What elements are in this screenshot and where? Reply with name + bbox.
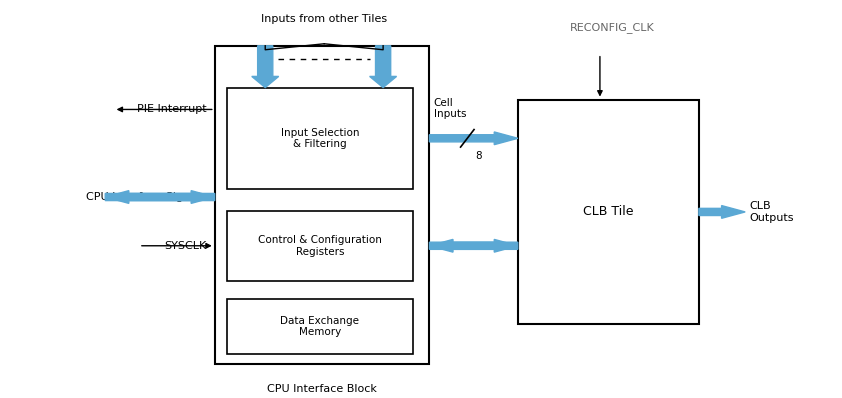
Text: SYSCLK: SYSCLK bbox=[164, 241, 206, 251]
FancyArrow shape bbox=[105, 191, 215, 203]
Text: Data Exchange
Memory: Data Exchange Memory bbox=[280, 316, 360, 337]
Bar bbox=[518, 100, 699, 324]
FancyArrow shape bbox=[429, 240, 518, 252]
Bar bbox=[215, 46, 429, 364]
FancyArrow shape bbox=[429, 240, 518, 252]
Bar bbox=[227, 211, 413, 281]
FancyArrow shape bbox=[370, 46, 397, 88]
Bar bbox=[227, 298, 413, 354]
Text: Inputs from other Tiles: Inputs from other Tiles bbox=[261, 14, 387, 24]
Text: PIE Interrupt: PIE Interrupt bbox=[136, 104, 206, 115]
FancyArrow shape bbox=[105, 191, 215, 203]
Text: Input Selection
& Filtering: Input Selection & Filtering bbox=[280, 127, 360, 149]
Bar bbox=[227, 88, 413, 189]
Text: Control & Configuration
Registers: Control & Configuration Registers bbox=[258, 235, 382, 257]
Text: CPU Interface Signals: CPU Interface Signals bbox=[86, 192, 206, 202]
Text: Cell
Inputs: Cell Inputs bbox=[434, 98, 466, 119]
Text: CPU Interface Block: CPU Interface Block bbox=[267, 384, 377, 394]
FancyArrow shape bbox=[252, 46, 279, 88]
Text: 8: 8 bbox=[476, 151, 482, 161]
Text: RECONFIG_CLK: RECONFIG_CLK bbox=[570, 22, 655, 33]
FancyArrow shape bbox=[699, 205, 745, 218]
FancyArrow shape bbox=[429, 132, 518, 144]
Text: CLB
Outputs: CLB Outputs bbox=[749, 201, 794, 223]
Text: CLB Tile: CLB Tile bbox=[584, 205, 633, 219]
